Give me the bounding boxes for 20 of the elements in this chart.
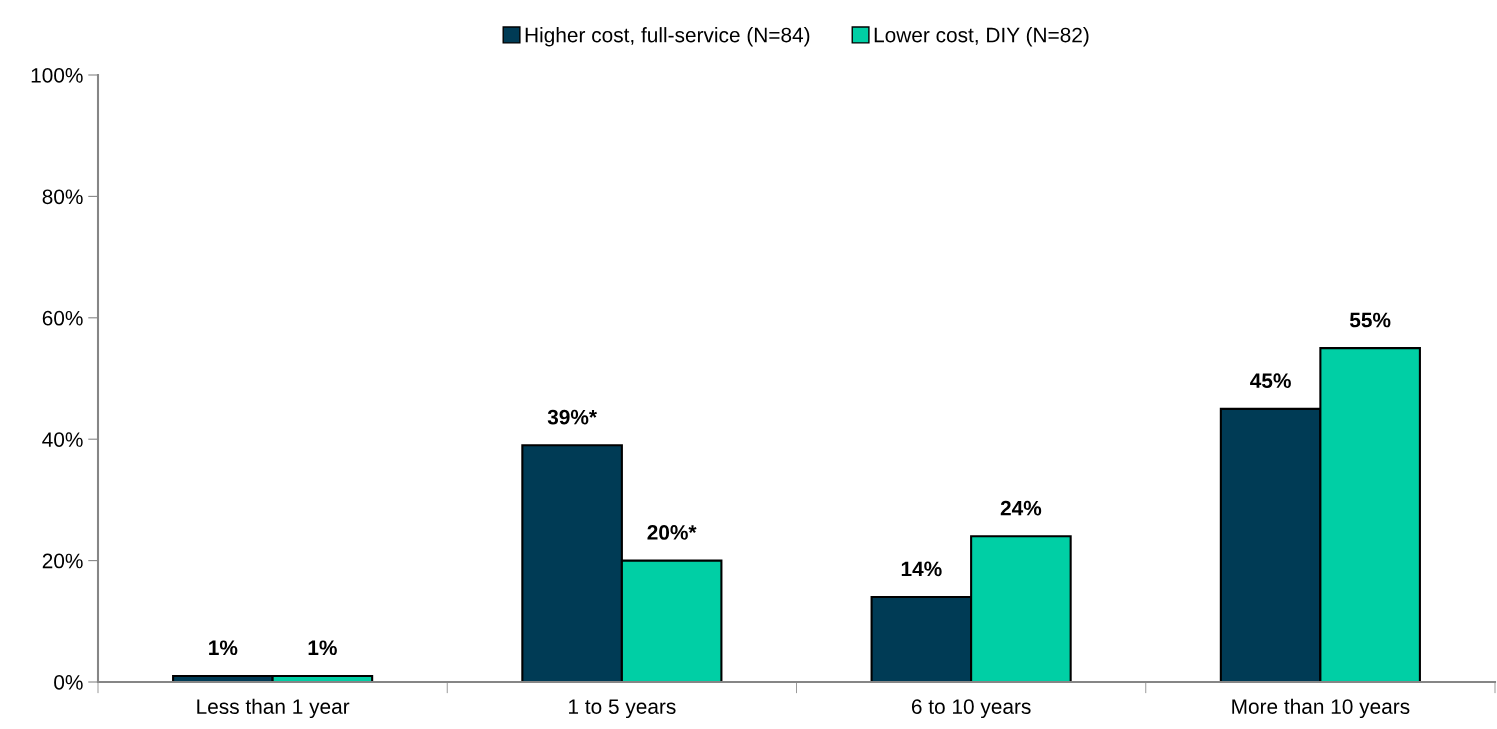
- y-tick-label: 40%: [42, 432, 83, 447]
- y-tick-label: 80%: [42, 189, 83, 205]
- data-label: 20%*: [647, 525, 697, 540]
- x-tick-label: More than 10 years: [1232, 698, 1410, 719]
- legend-label: Higher cost, full-service (N=84): [525, 27, 810, 47]
- legend-label: Lower cost, DIY (N=82): [874, 27, 1089, 47]
- x-tick-label: Less than 1 year: [197, 698, 350, 719]
- data-label: 1%: [308, 640, 337, 656]
- x-tick-label: 1 to 5 years: [569, 699, 676, 719]
- y-tick-label: 100%: [31, 68, 83, 83]
- y-tick-label: 60%: [42, 310, 83, 326]
- x-tick-label: 6 to 10 years: [911, 699, 1031, 719]
- data-label: 1%: [209, 640, 238, 656]
- y-tick-label: 20%: [42, 553, 83, 569]
- data-label: 14%: [901, 561, 942, 577]
- y-tick-label: 0%: [54, 675, 83, 690]
- data-label: 39%*: [547, 409, 597, 425]
- data-label: 45%: [1250, 373, 1291, 389]
- data-label: 55%: [1349, 312, 1391, 328]
- data-label: 24%: [1000, 500, 1042, 516]
